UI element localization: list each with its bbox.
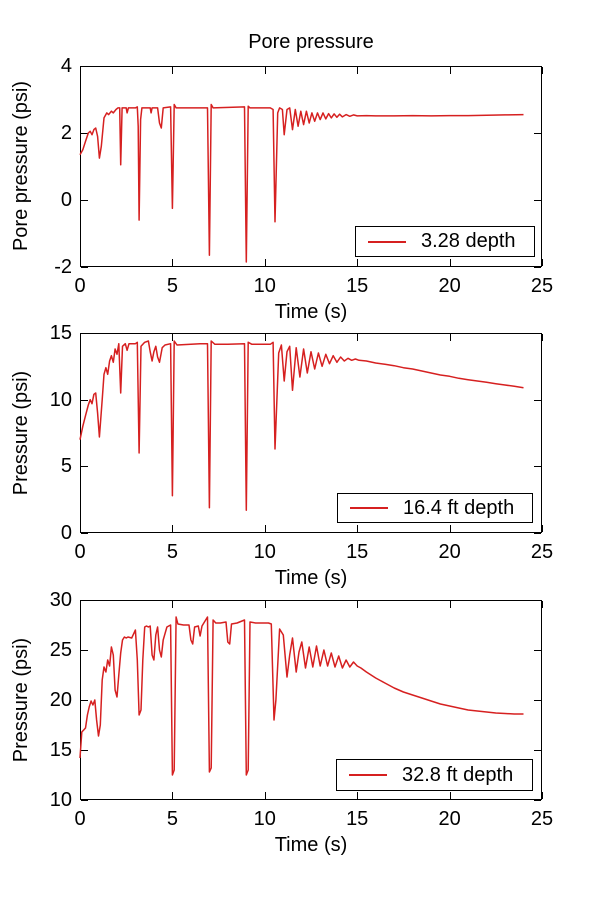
plot-area — [79, 333, 543, 534]
y-tick-label: -2 — [54, 256, 72, 278]
data-series-line — [79, 103, 524, 263]
legend-line-sample — [368, 240, 406, 243]
legend-label: 3.28 depth — [421, 230, 516, 252]
x-axis-label: Time (s) — [274, 834, 348, 856]
legend: 16.4 ft depth — [337, 493, 533, 523]
x-tick-label: 20 — [438, 808, 461, 830]
legend-line-sample — [349, 774, 387, 776]
x-tick-label: 0 — [74, 808, 86, 830]
data-series-line — [79, 340, 524, 512]
legend: 32.8 ft depth — [336, 759, 533, 791]
y-tick-label: 2 — [60, 122, 72, 144]
x-tick-label: 15 — [346, 808, 369, 830]
y-tick-label: 20 — [49, 689, 72, 711]
legend-line-sample — [350, 507, 388, 509]
x-tick-label: 25 — [530, 541, 554, 563]
x-tick-label: 25 — [530, 275, 554, 297]
plot-area — [79, 66, 543, 268]
y-tick-label: 10 — [49, 789, 72, 811]
x-tick-label: 0 — [74, 275, 86, 297]
y-tick-label: 25 — [49, 639, 72, 661]
x-tick-label: 20 — [438, 541, 461, 563]
y-tick-label: 30 — [49, 589, 72, 611]
x-tick-label: 25 — [530, 808, 554, 830]
x-tick-label: 0 — [74, 541, 86, 563]
x-tick-label: 15 — [346, 541, 369, 563]
x-tick-label: 5 — [166, 808, 178, 830]
chart-top: Pore pressure Pore pressure (psi) Time (… — [0, 0, 600, 330]
y-tick-label: 0 — [60, 189, 72, 211]
legend: 3.28 depth — [355, 226, 535, 257]
x-tick-label: 5 — [166, 275, 178, 297]
x-tick-label: 20 — [438, 275, 461, 297]
x-tick-label: 15 — [346, 275, 369, 297]
data-series-line — [79, 616, 524, 776]
y-tick-label: 15 — [49, 322, 72, 344]
x-axis-label: Time (s) — [274, 301, 348, 323]
legend-label: 16.4 ft depth — [403, 496, 515, 519]
y-tick-label: 4 — [60, 55, 72, 77]
y-tick-label: 10 — [49, 388, 72, 411]
axes-frame — [80, 333, 542, 533]
y-tick-label: 0 — [60, 522, 72, 544]
y-tick-label: 15 — [49, 739, 72, 761]
y-tick-label: 5 — [60, 455, 72, 478]
x-tick-label: 10 — [253, 808, 276, 830]
axes-frame — [80, 66, 542, 267]
chart-title: Pore pressure — [248, 31, 374, 53]
plot-area — [79, 600, 543, 801]
x-tick-label: 5 — [166, 541, 178, 563]
legend-label: 32.8 ft depth — [402, 763, 514, 786]
x-axis-label: Time (s) — [274, 567, 348, 589]
x-tick-label: 10 — [253, 541, 276, 563]
axes-frame — [80, 600, 542, 800]
x-tick-label: 10 — [253, 275, 276, 297]
